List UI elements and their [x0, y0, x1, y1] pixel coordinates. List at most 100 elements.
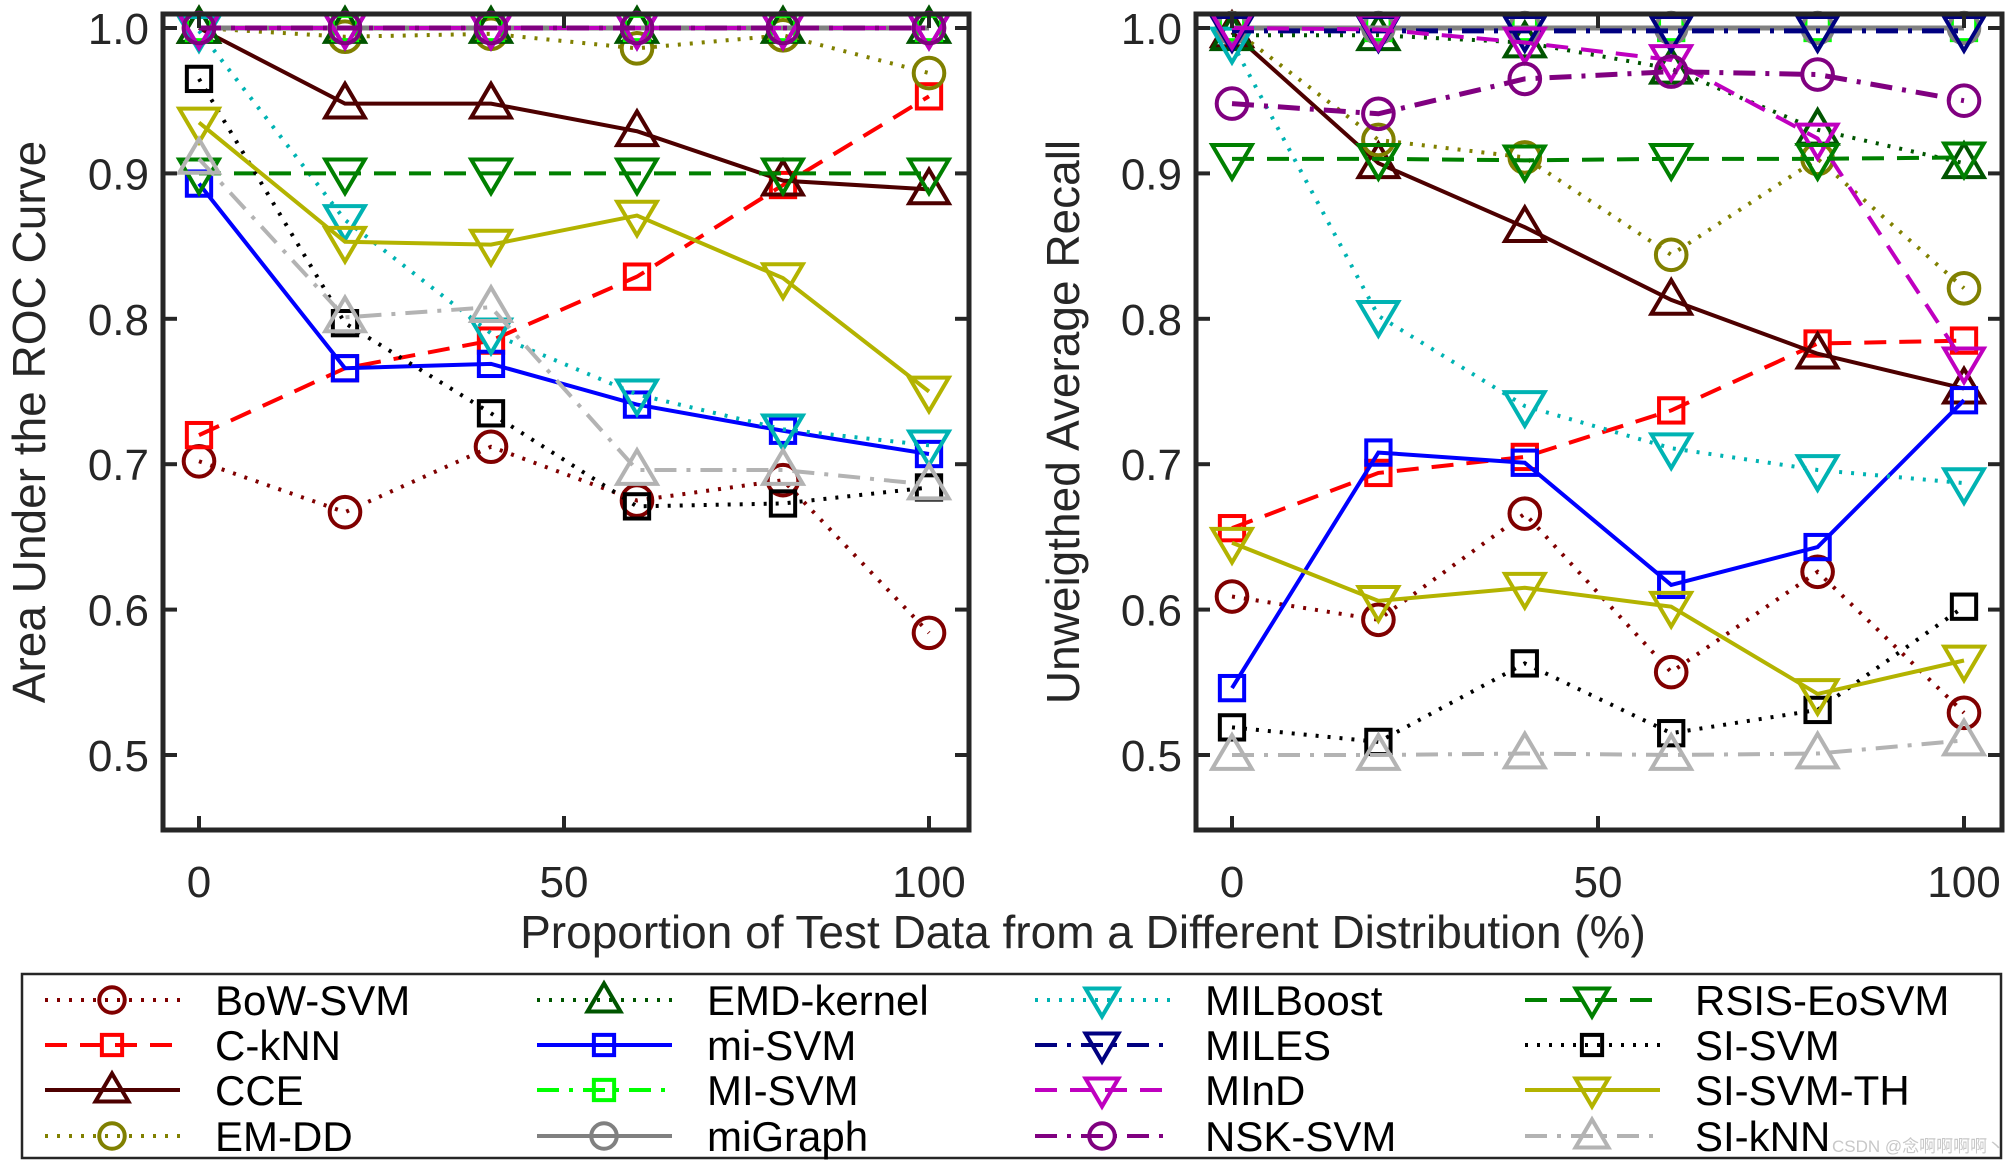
- y-axis-label-uar: Unweigthed Average Recall: [1037, 140, 1089, 704]
- data-point-mind: [1940, 346, 1988, 387]
- x-tick-label: 50: [540, 858, 589, 907]
- data-point-si-svm-th: [759, 262, 807, 302]
- data-point-si-knn: [1355, 731, 1402, 771]
- data-point-mi-svm: [330, 354, 360, 383]
- series-line-mi-svm: [1230, 398, 1966, 690]
- data-point-si-svm-th: [1647, 590, 1695, 631]
- data-point-miles: [1501, 15, 1549, 55]
- data-point-bow-svm: [1800, 554, 1835, 590]
- data-point-em-dd: [1361, 122, 1396, 158]
- series-mind: [1208, 12, 1988, 387]
- data-point-nsk-svm: [1800, 57, 1835, 92]
- legend-marker-triangle-up: [1572, 1115, 1612, 1150]
- uar-plot: Unweigthed Average Recall 0.50.60.70.80.…: [1037, 5, 2005, 907]
- data-point-c-knn: [1657, 396, 1686, 425]
- data-point-cce: [467, 79, 515, 120]
- data-point-si-svm-th: [613, 199, 661, 240]
- series-line-c-knn: [1231, 338, 1965, 531]
- data-point-mi-svm: [1803, 532, 1832, 562]
- legend-label: miGraph: [707, 1113, 868, 1160]
- legend-marker-square: [591, 1032, 617, 1058]
- series-milboost: [175, 15, 953, 470]
- legend-marker-circle: [97, 1121, 127, 1151]
- data-point-si-svm: [330, 309, 360, 338]
- data-point-rsis-eosvm: [467, 157, 515, 198]
- data-point-c-knn: [914, 82, 944, 111]
- series-line-emd-kernel: [1232, 33, 1965, 166]
- data-point-c-knn: [184, 420, 214, 450]
- data-point-si-knn: [1208, 731, 1256, 771]
- series-line-bow-svm: [1231, 510, 1966, 715]
- series-line-bow-svm: [198, 444, 931, 635]
- data-point-si-svm-th: [321, 225, 369, 266]
- series-mi-svm: [1217, 386, 1979, 703]
- data-point-milboost: [1501, 390, 1549, 430]
- data-point-si-knn: [1794, 729, 1841, 770]
- series-line-si-svm-th: [197, 120, 931, 394]
- data-point-milboost: [1794, 454, 1841, 494]
- legend-label: BoW-SVM: [215, 977, 410, 1024]
- legend-item-emd-kernel: EMD-kernel: [537, 977, 929, 1024]
- x-tick-label: 50: [1574, 858, 1623, 907]
- data-point-cce: [1794, 329, 1841, 370]
- data-point-em-dd: [619, 31, 655, 66]
- legend-item-si-svm-th: SI-SVM-TH: [1525, 1067, 1910, 1114]
- data-point-si-svm-th: [467, 228, 515, 269]
- watermark: CSDN @念啊啊啊啊丶: [1832, 1136, 2004, 1156]
- legend-marker-circle: [589, 1121, 619, 1151]
- series-line-nsk-svm: [1231, 69, 1965, 117]
- data-point-si-svm-th: [1940, 644, 1988, 685]
- data-point-bow-svm: [765, 462, 801, 498]
- data-point-cce: [321, 79, 369, 120]
- data-point-rsis-eosvm: [1501, 144, 1549, 185]
- legend-marker-square: [1579, 1032, 1605, 1058]
- y-tick-label: 0.8: [88, 296, 149, 345]
- data-point-nsk-svm: [1946, 83, 1982, 118]
- series-nsk-svm: [1214, 54, 1982, 132]
- legend-marker-triangle-up: [584, 979, 624, 1014]
- data-point-mind: [1501, 26, 1549, 67]
- data-point-nsk-svm: [1653, 54, 1689, 89]
- y-axis-label-auc: Area Under the ROC Curve: [3, 141, 55, 703]
- legend-item-nsk-svm: NSK-SVM: [1035, 1113, 1396, 1160]
- legend-label: MI-SVM: [707, 1067, 859, 1114]
- data-point-si-svm: [622, 492, 652, 521]
- data-point-mind: [1647, 44, 1695, 84]
- data-point-milboost: [1940, 467, 1988, 507]
- series-bow-svm: [181, 429, 947, 651]
- series-si-knn: [1208, 716, 1988, 771]
- data-point-miles: [1647, 15, 1695, 55]
- auc-axes: 0.5 0.6 0.7 0.8 0.9 1.0 0 50 100: [88, 5, 972, 907]
- legend-box: [20, 972, 2003, 1160]
- series-si-svm-th: [1208, 526, 1988, 718]
- data-point-c-knn: [622, 262, 652, 291]
- legend-item-mi-svm: mi-SVM: [537, 1022, 856, 1069]
- legend-label: MInD: [1205, 1067, 1305, 1114]
- uar-series-layer: [1208, 8, 1988, 771]
- legend-item-em-dd: EM-DD: [45, 1113, 353, 1160]
- data-point-si-svm-th: [905, 375, 953, 416]
- data-point-si-svm: [768, 489, 798, 518]
- series-line-cce: [1230, 30, 1965, 391]
- data-point-milboost: [1647, 432, 1695, 472]
- legend-marker-triangle-down: [1082, 1076, 1122, 1111]
- legend-label: SI-SVM-TH: [1695, 1067, 1910, 1114]
- legend-label: CCE: [215, 1067, 304, 1114]
- y-tick-label: 0.8: [1121, 296, 1182, 345]
- y-tick-label: 0.5: [1121, 732, 1182, 781]
- legend-item-rsis-eosvm: RSIS-EoSVM: [1525, 977, 1949, 1024]
- series-si-knn: [175, 135, 953, 501]
- legend-marker-triangle-up: [92, 1069, 132, 1104]
- legend-item-bow-svm: BoW-SVM: [45, 977, 410, 1024]
- data-point-rsis-eosvm: [1794, 143, 1841, 183]
- data-point-bow-svm: [327, 494, 363, 530]
- data-point-si-svm: [1657, 719, 1686, 748]
- series-line-milboost: [1230, 41, 1965, 486]
- data-point-si-svm: [184, 64, 214, 94]
- data-point-bow-svm: [911, 615, 947, 651]
- data-point-si-svm: [1510, 649, 1539, 678]
- legend-marker-triangle-down: [1082, 986, 1122, 1021]
- legend-label: SI-SVM: [1695, 1022, 1840, 1069]
- legend-marker-circle: [1087, 1121, 1117, 1151]
